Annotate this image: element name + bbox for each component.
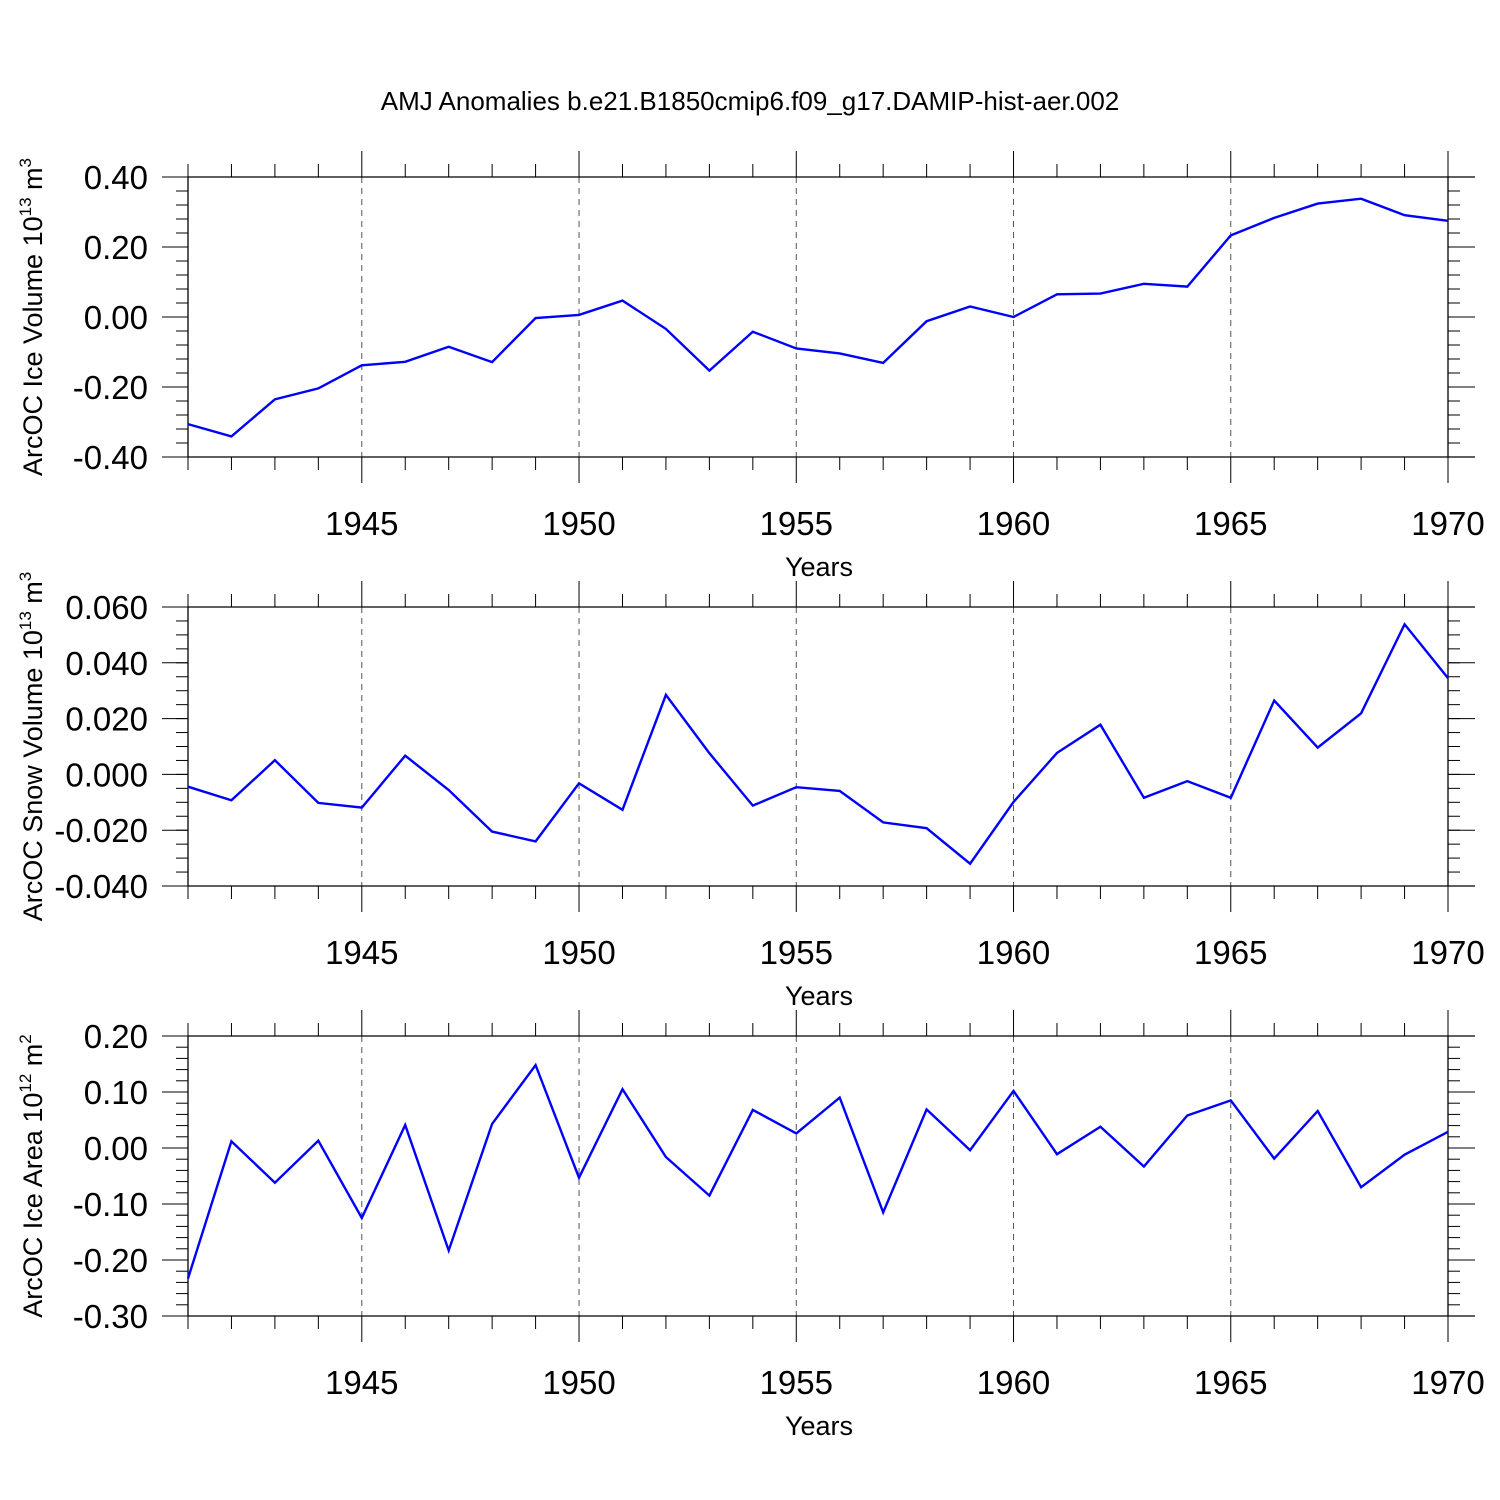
y-tick-label: 0.20 (84, 229, 148, 266)
y-axis-title: ArcOC Ice Volume 1013 m3 (16, 158, 48, 476)
x-tick-label-1960: 1960 (977, 934, 1050, 971)
y-axis-title-base: ArcOC Ice Volume 10 (18, 216, 48, 476)
y-tick-label: 0.40 (84, 159, 148, 196)
x-axis-title: Years (785, 1411, 853, 1441)
series-line-arcoc-snow-volume (187, 622, 1449, 866)
y-tick-label: -0.40 (73, 439, 148, 476)
y-axis-title-exponent: 13 (16, 611, 35, 630)
y-tick-label: -0.20 (73, 369, 148, 406)
x-tick-label-1950: 1950 (542, 505, 615, 542)
chart-panel-2: -0.040 -0.020 0.000 0.020 0.040 0.060 1945 1950… (16, 572, 1485, 1011)
y-tick-label: 0.060 (65, 589, 148, 626)
x-tick-label-1945: 1945 (325, 1364, 398, 1401)
x-tick-label-1965: 1965 (1194, 934, 1267, 971)
y-tick-label: -0.020 (54, 812, 148, 849)
y-axis-title-exponent: 13 (16, 197, 35, 216)
series-line-arcoc-ice-volume (187, 197, 1449, 438)
y-tick-label: 0.000 (65, 756, 148, 793)
x-tick-label-1945: 1945 (325, 934, 398, 971)
x-tick-label-1970: 1970 (1411, 934, 1484, 971)
y-tick-label: -0.040 (54, 868, 148, 905)
y-tick-label: 0.20 (84, 1018, 148, 1055)
y-tick-label: 0.040 (65, 645, 148, 682)
y-axis-title: ArcOC Ice Area 1012 m2 (16, 1034, 48, 1318)
y-axis-title-unit-exponent: 3 (16, 572, 35, 581)
x-axis-title: Years (785, 552, 853, 582)
chart-title: AMJ Anomalies b.e21.B1850cmip6.f09_g17.D… (381, 86, 1120, 116)
x-tick-label-1970: 1970 (1411, 1364, 1484, 1401)
x-tick-label-1965: 1965 (1194, 505, 1267, 542)
panels-container: -0.40 -0.20 0.00 0.20 0.40 1945 1950 1955 1960 19… (16, 151, 1485, 1441)
y-axis-title-base: ArcOC Ice Area 10 (18, 1093, 48, 1318)
chart-panel-3: -0.30 -0.20 -0.10 0.00 0.10 0.20 1945 1950 1955 1… (16, 1010, 1485, 1441)
y-axis-title-unit: m (18, 581, 48, 611)
y-axis-title-unit-exponent: 3 (16, 158, 35, 167)
x-tick-label-1955: 1955 (760, 934, 833, 971)
y-tick-label: -0.10 (73, 1186, 148, 1223)
y-axis-title-base: ArcOC Snow Volume 10 (18, 630, 48, 921)
x-tick-label-1950: 1950 (542, 934, 615, 971)
y-tick-label: 0.00 (84, 1130, 148, 1167)
x-tick-label-1960: 1960 (977, 505, 1050, 542)
x-tick-label-1955: 1955 (760, 1364, 833, 1401)
y-axis-title-exponent: 12 (16, 1074, 35, 1093)
x-tick-label-1945: 1945 (325, 505, 398, 542)
y-axis-title-unit-exponent: 2 (16, 1034, 35, 1043)
y-tick-label: 0.10 (84, 1074, 148, 1111)
x-tick-label-1970: 1970 (1411, 505, 1484, 542)
y-axis-title-unit: m (18, 1044, 48, 1074)
chart-panel-1: -0.40 -0.20 0.00 0.20 0.40 1945 1950 1955 1960 19… (16, 151, 1485, 582)
series-line-arcoc-ice-area (186, 1062, 1449, 1279)
x-tick-label-1955: 1955 (760, 505, 833, 542)
y-tick-label: 0.020 (65, 701, 148, 738)
x-tick-label-1960: 1960 (977, 1364, 1050, 1401)
y-axis-title: ArcOC Snow Volume 1013 m3 (16, 572, 48, 922)
y-tick-label: -0.30 (73, 1298, 148, 1335)
x-tick-label-1965: 1965 (1194, 1364, 1267, 1401)
y-tick-label: -0.20 (73, 1242, 148, 1279)
x-axis-title: Years (785, 981, 853, 1011)
y-tick-label: 0.00 (84, 299, 148, 336)
y-axis-title-unit: m (18, 167, 48, 197)
x-tick-label-1950: 1950 (542, 1364, 615, 1401)
